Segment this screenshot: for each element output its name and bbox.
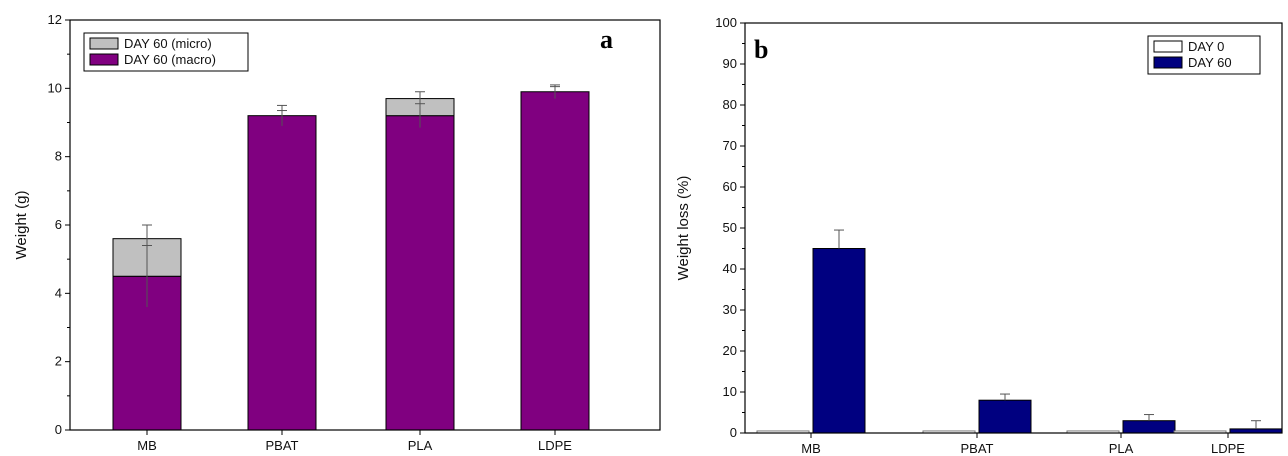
y-tick-label: 90 — [723, 56, 737, 71]
y-tick-label: 8 — [55, 149, 62, 164]
y-tick-label: 4 — [55, 285, 62, 300]
x-tick-label: LDPE — [1211, 441, 1245, 456]
y-tick-label: 100 — [715, 15, 737, 30]
y-tick-label: 0 — [55, 422, 62, 437]
x-tick-label: PBAT — [266, 438, 299, 453]
panel-label: a — [600, 25, 613, 54]
x-tick-label: PLA — [1109, 441, 1134, 456]
y-tick-label: 20 — [723, 343, 737, 358]
plot-frame — [69, 19, 661, 431]
panel-label: b — [754, 35, 768, 64]
y-tick-label: 10 — [48, 80, 62, 95]
legend-label: DAY 0 — [1188, 39, 1224, 54]
y-tick-label: 70 — [723, 138, 737, 153]
y-tick-label: 30 — [723, 302, 737, 317]
legend-swatch — [89, 37, 119, 50]
y-tick-label: 80 — [723, 97, 737, 112]
x-tick-label: PBAT — [961, 441, 994, 456]
y-tick-label: 6 — [55, 217, 62, 232]
y-axis-label: Weight loss (%) — [675, 176, 692, 281]
bar-day60-MB — [812, 248, 866, 434]
legend-swatch — [1153, 56, 1183, 69]
legend-swatch — [1153, 40, 1183, 53]
y-tick-label: 2 — [55, 354, 62, 369]
y-tick-label: 60 — [723, 179, 737, 194]
y-tick-label: 0 — [730, 425, 737, 440]
y-axis-label: Weight (g) — [13, 191, 30, 260]
y-tick-label: 12 — [48, 12, 62, 27]
y-tick-label: 10 — [723, 384, 737, 399]
bar-macro-PBAT — [247, 115, 317, 431]
bar-macro-PLA — [385, 115, 455, 431]
x-tick-label: LDPE — [538, 438, 572, 453]
y-tick-label: 40 — [723, 261, 737, 276]
bar-day60-LDPE — [1229, 428, 1283, 434]
legend-label: DAY 60 — [1188, 55, 1232, 70]
bar-day60-PBAT — [978, 399, 1032, 434]
bar-macro-LDPE — [520, 91, 590, 431]
x-tick-label: MB — [801, 441, 821, 456]
y-tick-label: 50 — [723, 220, 737, 235]
plot-frame — [744, 22, 1283, 434]
bar-day60-PLA — [1122, 420, 1176, 434]
legend-swatch — [89, 53, 119, 66]
legend-label: DAY 60 (micro) — [124, 36, 212, 51]
x-tick-label: PLA — [408, 438, 433, 453]
chart-panel-b: 0 10 20 30 40 50 60 70 80 90 100 MB PBAT PLA LDPE Weigh… — [675, 15, 1283, 456]
legend-label: DAY 60 (macro) — [124, 52, 216, 67]
x-tick-label: MB — [137, 438, 157, 453]
chart-panel-a: 0 2 4 6 8 10 12 MB PBAT PLA LDPE Weight (g) a DAY 60 … — [13, 12, 661, 453]
legend: DAY 60 (micro)DAY 60 (macro) — [83, 32, 249, 72]
